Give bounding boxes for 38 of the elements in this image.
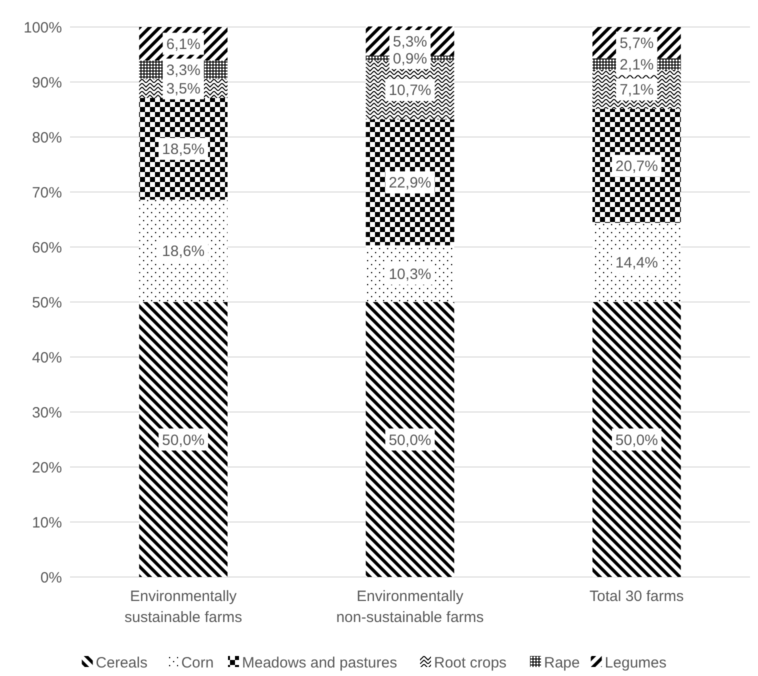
x-tick-label: Environmentally sustainable farms bbox=[124, 588, 242, 626]
data-label: 3,5% bbox=[166, 80, 200, 98]
data-label: 3,3% bbox=[166, 62, 200, 79]
y-tick-label: 20% bbox=[32, 459, 62, 476]
data-label: 5,7% bbox=[620, 34, 654, 52]
data-label: 0,9% bbox=[392, 50, 428, 68]
legend-label: Corn bbox=[181, 654, 214, 672]
x-tick-label: Total 30 farms bbox=[590, 588, 684, 605]
legend-label: Legumes bbox=[604, 654, 667, 672]
data-label: 50,0% bbox=[162, 432, 205, 449]
legend-label: Cereals bbox=[96, 654, 148, 672]
y-tick-label: 100% bbox=[24, 19, 62, 36]
data-label: 10,7% bbox=[388, 82, 432, 100]
y-tick-label: 40% bbox=[32, 349, 62, 366]
y-tick-label: 70% bbox=[32, 184, 62, 202]
data-label: 5,3% bbox=[392, 33, 428, 50]
data-label: 20,7% bbox=[615, 158, 658, 176]
y-tick-label: 10% bbox=[32, 514, 62, 532]
y-tick-label: 60% bbox=[32, 239, 62, 256]
data-label: 10,3% bbox=[388, 266, 432, 283]
legend-label: Root crops bbox=[434, 654, 507, 672]
data-label: 50,0% bbox=[388, 432, 432, 449]
data-label: 18,6% bbox=[162, 243, 205, 260]
data-label: 2,1% bbox=[620, 56, 654, 74]
y-tick-label: 0% bbox=[40, 569, 62, 586]
data-label: 14,4% bbox=[615, 254, 658, 272]
legend-label: Rape bbox=[544, 654, 580, 672]
data-label: 50,0% bbox=[615, 432, 658, 449]
data-label: 22,9% bbox=[388, 174, 432, 192]
data-label: 6,1% bbox=[166, 36, 200, 54]
data-label: 7,1% bbox=[620, 82, 654, 99]
y-tick-label: 50% bbox=[32, 294, 62, 312]
y-tick-label: 80% bbox=[32, 129, 62, 146]
data-label: 18,5% bbox=[162, 141, 205, 158]
x-tick-label: Environmentally non-sustainable farms bbox=[336, 588, 484, 626]
y-tick-label: 90% bbox=[32, 74, 62, 92]
y-tick-label: 30% bbox=[32, 404, 62, 422]
legend-label: Meadows and pastures bbox=[242, 654, 398, 672]
